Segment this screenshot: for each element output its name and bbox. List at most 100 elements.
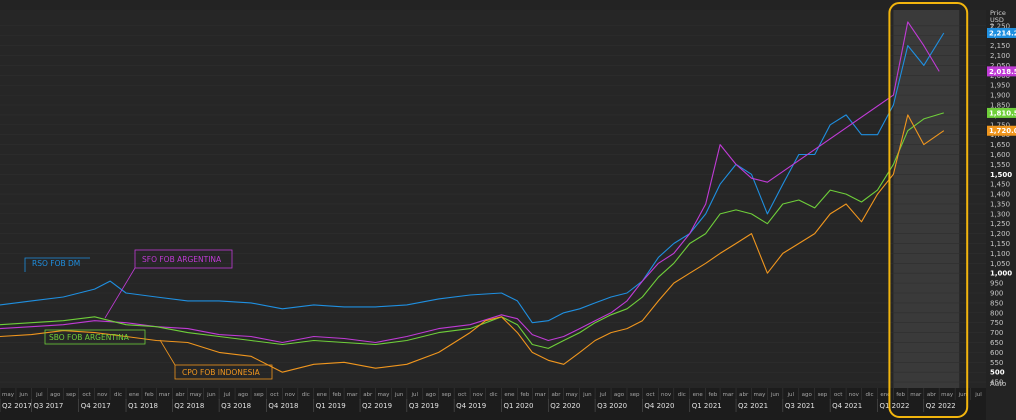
x-month-label: oct [82, 392, 91, 398]
x-month-label: may [566, 392, 579, 398]
y-tick-label: 1,750 [990, 121, 1010, 129]
x-month-label: jul [35, 392, 43, 398]
x-month-label: oct [834, 392, 843, 398]
y-tick-label: 1,500 [990, 171, 1012, 179]
x-month-label: mar [159, 392, 171, 398]
x-quarter-label: Q2 2020 [550, 402, 580, 410]
x-axis-band [0, 388, 986, 420]
y-tick-label: 1,400 [990, 191, 1010, 199]
x-quarter-label: Q2 2022 [926, 402, 956, 410]
x-quarter-label: Q4 2018 [268, 402, 298, 410]
y-tick-label: 1,350 [990, 200, 1010, 208]
x-quarter-label: Q2 2017 [2, 402, 32, 410]
callout-cpo: CPO FOB INDONESIA [159, 339, 273, 380]
x-month-label: dic [489, 392, 497, 398]
x-month-label: feb [332, 392, 341, 398]
callout-sbo: SBO FOB ARGENTINA [44, 329, 146, 345]
y-tick-label: 850 [990, 299, 1003, 307]
callout-sbo-box [44, 329, 146, 345]
x-month-label: jun [958, 392, 968, 398]
x-month-label: dic [865, 392, 873, 398]
x-quarter-label: Q1 2021 [692, 402, 722, 410]
x-month-label: ago [426, 392, 437, 398]
x-month-label: ene [693, 392, 704, 398]
x-month-label: may [377, 392, 390, 398]
x-quarter-label: Q3 2020 [597, 402, 627, 410]
x-quarter-label: Q4 2020 [644, 402, 674, 410]
x-month-label: jul [223, 392, 231, 398]
x-month-label: sep [254, 392, 264, 398]
x-month-label: sep [630, 392, 640, 398]
x-month-label: feb [145, 392, 154, 398]
y-tick-label: 650 [990, 339, 1003, 347]
highlight-box [888, 2, 969, 418]
x-month-label: mar [910, 392, 922, 398]
callout-sfo-box [134, 249, 233, 269]
x-quarter-label: Q4 2021 [832, 402, 862, 410]
last-value-tag-1 [987, 66, 1016, 77]
y-tick-label: 1,450 [990, 181, 1010, 189]
x-month-label: jul [411, 392, 419, 398]
series-label-rso: RSO FOB DM [32, 259, 80, 268]
y-tick-label: 2,100 [990, 52, 1010, 60]
last-value-text-2: 1,810.5 [989, 109, 1016, 117]
y-tick-label: 1,100 [990, 250, 1010, 258]
x-quarter-label: Q1 2022 [879, 402, 909, 410]
x-quarter-label: Q4 2019 [456, 402, 486, 410]
last-value-tag-3 [987, 125, 1016, 136]
callout-sfo: SFO FOB ARGENTINA [104, 249, 233, 319]
x-month-label: dic [302, 392, 310, 398]
y-tick-label: 600 [990, 349, 1003, 357]
y-unit-label-3: T [989, 23, 994, 31]
y-tick-label: 1,050 [990, 260, 1010, 268]
y-tick-label: 1,550 [990, 161, 1010, 169]
x-month-label: oct [270, 392, 279, 398]
series-line-2 [0, 112, 944, 349]
x-quarter-label: Q1 2020 [503, 402, 533, 410]
y-tick-label: 1,200 [990, 230, 1010, 238]
y-tick-label: 950 [990, 280, 1003, 288]
x-month-label: feb [520, 392, 529, 398]
last-value-text-1: 2,018.5 [989, 68, 1016, 76]
series-label-cpo: CPO FOB INDONESIA [182, 368, 261, 377]
x-month-label: jul [974, 392, 982, 398]
x-month-label: feb [708, 392, 717, 398]
x-quarter-label: Q4 2017 [81, 402, 111, 410]
x-month-label: ene [880, 392, 891, 398]
x-month-label: ene [504, 392, 515, 398]
x-month-label: may [190, 392, 203, 398]
y-tick-label: 1,300 [990, 210, 1010, 218]
x-month-label: may [2, 392, 15, 398]
y-unit-label-2: USD [990, 16, 1004, 24]
x-month-label: dic [114, 392, 122, 398]
y-tick-label: 1,150 [990, 240, 1010, 248]
x-month-label: may [753, 392, 766, 398]
last-value-text-3: 1,720.0 [989, 127, 1016, 135]
y-tick-label: 2,150 [990, 42, 1010, 50]
series-line-0 [0, 32, 945, 324]
x-month-label: abr [927, 392, 937, 398]
last-value-text-0: 2,214.2 [989, 29, 1016, 37]
y-axis: Price USD T 4505005506006507007508008509… [989, 9, 1012, 388]
x-month-label: may [941, 392, 954, 398]
x-month-label: mar [347, 392, 359, 398]
series-line-3 [0, 114, 945, 373]
x-month-label: abr [551, 392, 561, 398]
callout-rso-box [24, 257, 90, 272]
series-label-sfo: SFO FOB ARGENTINA [142, 255, 222, 264]
x-month-label: jun [394, 392, 404, 398]
y-tick-label: 800 [990, 309, 1003, 317]
x-month-label: sep [818, 392, 828, 398]
highlight-shade [893, 10, 960, 388]
x-month-label: sep [66, 392, 76, 398]
x-month-label: oct [458, 392, 467, 398]
callout-cpo-leader [159, 339, 176, 366]
last-value-tag-2 [987, 107, 1016, 118]
plot-background [0, 10, 986, 388]
series-lines [0, 21, 945, 373]
x-month-label: ago [614, 392, 625, 398]
series-line-1 [0, 21, 940, 344]
x-quarter-label: Q3 2019 [409, 402, 439, 410]
x-month-label: jun [206, 392, 216, 398]
x-month-label: oct [646, 392, 655, 398]
